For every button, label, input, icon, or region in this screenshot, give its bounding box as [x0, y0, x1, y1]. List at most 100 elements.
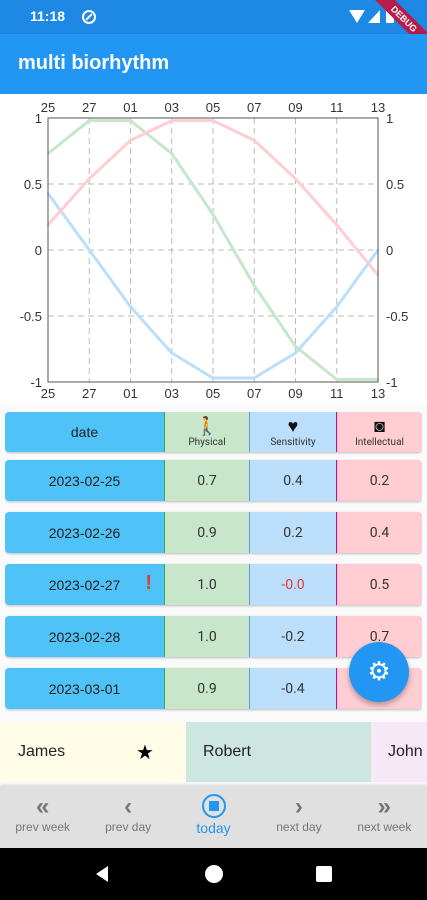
series-point	[253, 284, 256, 287]
header-physical-label: Physical	[188, 436, 226, 448]
series-point	[170, 119, 173, 122]
nav-today[interactable]: today	[171, 786, 256, 848]
row-date: 2023-02-28	[5, 616, 164, 657]
y-tick-label: -0.5	[386, 309, 408, 324]
x-tick-label: 05	[206, 386, 220, 401]
series-point	[294, 177, 297, 180]
series-point	[253, 376, 256, 380]
row-intellectual: 0.5	[336, 564, 422, 605]
nav-prev-week-label: prev week	[15, 820, 71, 834]
series-point	[211, 119, 215, 122]
star-icon: ★	[136, 742, 154, 764]
back-icon[interactable]	[96, 866, 108, 882]
x-tick-label: 07	[247, 386, 261, 401]
y-tick-label: 1	[386, 111, 393, 126]
home-icon[interactable]	[205, 865, 223, 883]
x-tick-label: 09	[288, 100, 302, 115]
y-tick-label: -1	[30, 375, 42, 390]
double-chevron-left-icon: «	[36, 793, 50, 820]
y-tick-label: 0	[386, 243, 393, 258]
x-tick-label: 13	[371, 100, 385, 115]
page-title: multi biorhythm	[18, 52, 170, 74]
nav-prev-week[interactable]: « prev week	[0, 786, 85, 848]
chart-curves	[46, 119, 380, 381]
row-physical: 0.9	[164, 668, 249, 709]
biorhythm-table: date 🚶 Physical ♥ Sensitivity ◙ Intellec…	[5, 412, 422, 722]
y-tick-label: -0.5	[20, 309, 42, 324]
x-tick-label: 11	[330, 100, 344, 115]
today-icon	[201, 794, 226, 818]
header-sensitivity: ♥ Sensitivity	[249, 412, 336, 452]
person-card-james[interactable]: James ★	[0, 722, 186, 782]
signal-icon	[368, 10, 380, 23]
table-row[interactable]: 2023-03-01 0.9 -0.4 0.8	[5, 668, 422, 709]
person-name: Robert	[203, 743, 252, 760]
series-point	[253, 139, 256, 142]
y-tick-label: -1	[386, 375, 398, 390]
series-point	[129, 119, 132, 122]
header-intellectual-label: Intellectual	[355, 436, 404, 448]
series-point	[170, 152, 173, 155]
nav-prev-day[interactable]: ‹ prev day	[85, 786, 170, 848]
series-point	[170, 351, 173, 355]
row-intellectual: 0.2	[336, 460, 422, 501]
biorhythm-chart: 25 27 01 03 05 07 09 11 13 25 27 01 03 05 07 09 11 13 10…	[0, 94, 427, 404]
x-tick-label: 25	[41, 386, 55, 401]
row-date: 2023-03-01	[5, 668, 164, 709]
row-sensitivity: 0.2	[249, 512, 336, 553]
gear-icon: ⚙	[367, 657, 391, 687]
row-physical: 1.0	[164, 616, 249, 657]
heart-icon: ♥	[287, 415, 299, 437]
recent-apps-icon[interactable]	[316, 866, 332, 882]
nav-next-day-label: next day	[276, 820, 322, 834]
x-tick-label: 05	[206, 100, 220, 115]
row-sensitivity: 0.4	[249, 460, 336, 501]
settings-button[interactable]: ⚙	[349, 642, 409, 702]
system-nav-bar	[0, 848, 427, 900]
nav-prev-day-label: prev day	[105, 820, 152, 834]
header-intellectual: ◙ Intellectual	[336, 412, 422, 452]
y-tick-label: 0	[35, 243, 42, 258]
row-date: 2023-02-27 !	[5, 564, 164, 605]
person-card-john[interactable]: John	[371, 722, 427, 782]
row-physical: 0.9	[164, 512, 249, 553]
chevron-right-icon: ›	[294, 793, 303, 820]
x-tick-label: 25	[41, 100, 55, 115]
header-physical: 🚶 Physical	[164, 412, 249, 452]
nav-today-label: today	[196, 820, 231, 836]
x-tick-label: 03	[165, 386, 179, 401]
person-name: James	[18, 743, 66, 760]
series-point	[88, 248, 91, 252]
table-row[interactable]: 2023-02-26 0.9 0.2 0.4	[5, 512, 422, 553]
person-card-robert[interactable]: Robert	[186, 722, 371, 782]
header-date: date	[5, 412, 164, 452]
x-tick-labels-bottom: 25 27 01 03 05 07 09 11 13	[41, 386, 385, 401]
table-row[interactable]: 2023-02-27 ! 1.0 -0.0 0.5	[5, 564, 422, 605]
row-physical: 0.7	[164, 460, 249, 501]
x-tick-labels-top: 25 27 01 03 05 07 09 11 13	[41, 100, 385, 115]
x-tick-label: 09	[288, 386, 302, 401]
series-point	[335, 378, 338, 381]
brain-icon: ◙	[374, 415, 385, 437]
y-tick-labels-right: 1 0.5 0 -0.5 -1	[386, 111, 408, 390]
x-tick-label: 01	[123, 100, 137, 115]
row-sensitivity: -0.4	[249, 668, 336, 709]
alert-icon: !	[145, 572, 152, 594]
nav-next-day[interactable]: › next day	[256, 786, 341, 848]
x-tick-label: 27	[82, 100, 96, 115]
row-sensitivity: -0.2	[249, 616, 336, 657]
y-tick-label: 1	[35, 111, 42, 126]
header-sensitivity-label: Sensitivity	[270, 436, 316, 448]
series-point	[294, 351, 297, 355]
table-row[interactable]: 2023-02-25 0.7 0.4 0.2	[5, 460, 422, 501]
y-tick-labels-left: 1 0.5 0 -0.5 -1	[20, 111, 42, 390]
nav-next-week-label: next week	[357, 820, 412, 834]
series-point	[211, 376, 215, 380]
nav-next-week[interactable]: » next week	[342, 786, 427, 848]
people-strip[interactable]: James ★ Robert John	[0, 722, 427, 782]
row-date: 2023-02-26	[5, 512, 164, 553]
series-point	[211, 213, 215, 216]
bottom-nav: « prev week ‹ prev day today › next day …	[0, 786, 427, 848]
row-sensitivity: -0.0	[249, 564, 336, 605]
y-tick-label: 0.5	[24, 177, 42, 192]
